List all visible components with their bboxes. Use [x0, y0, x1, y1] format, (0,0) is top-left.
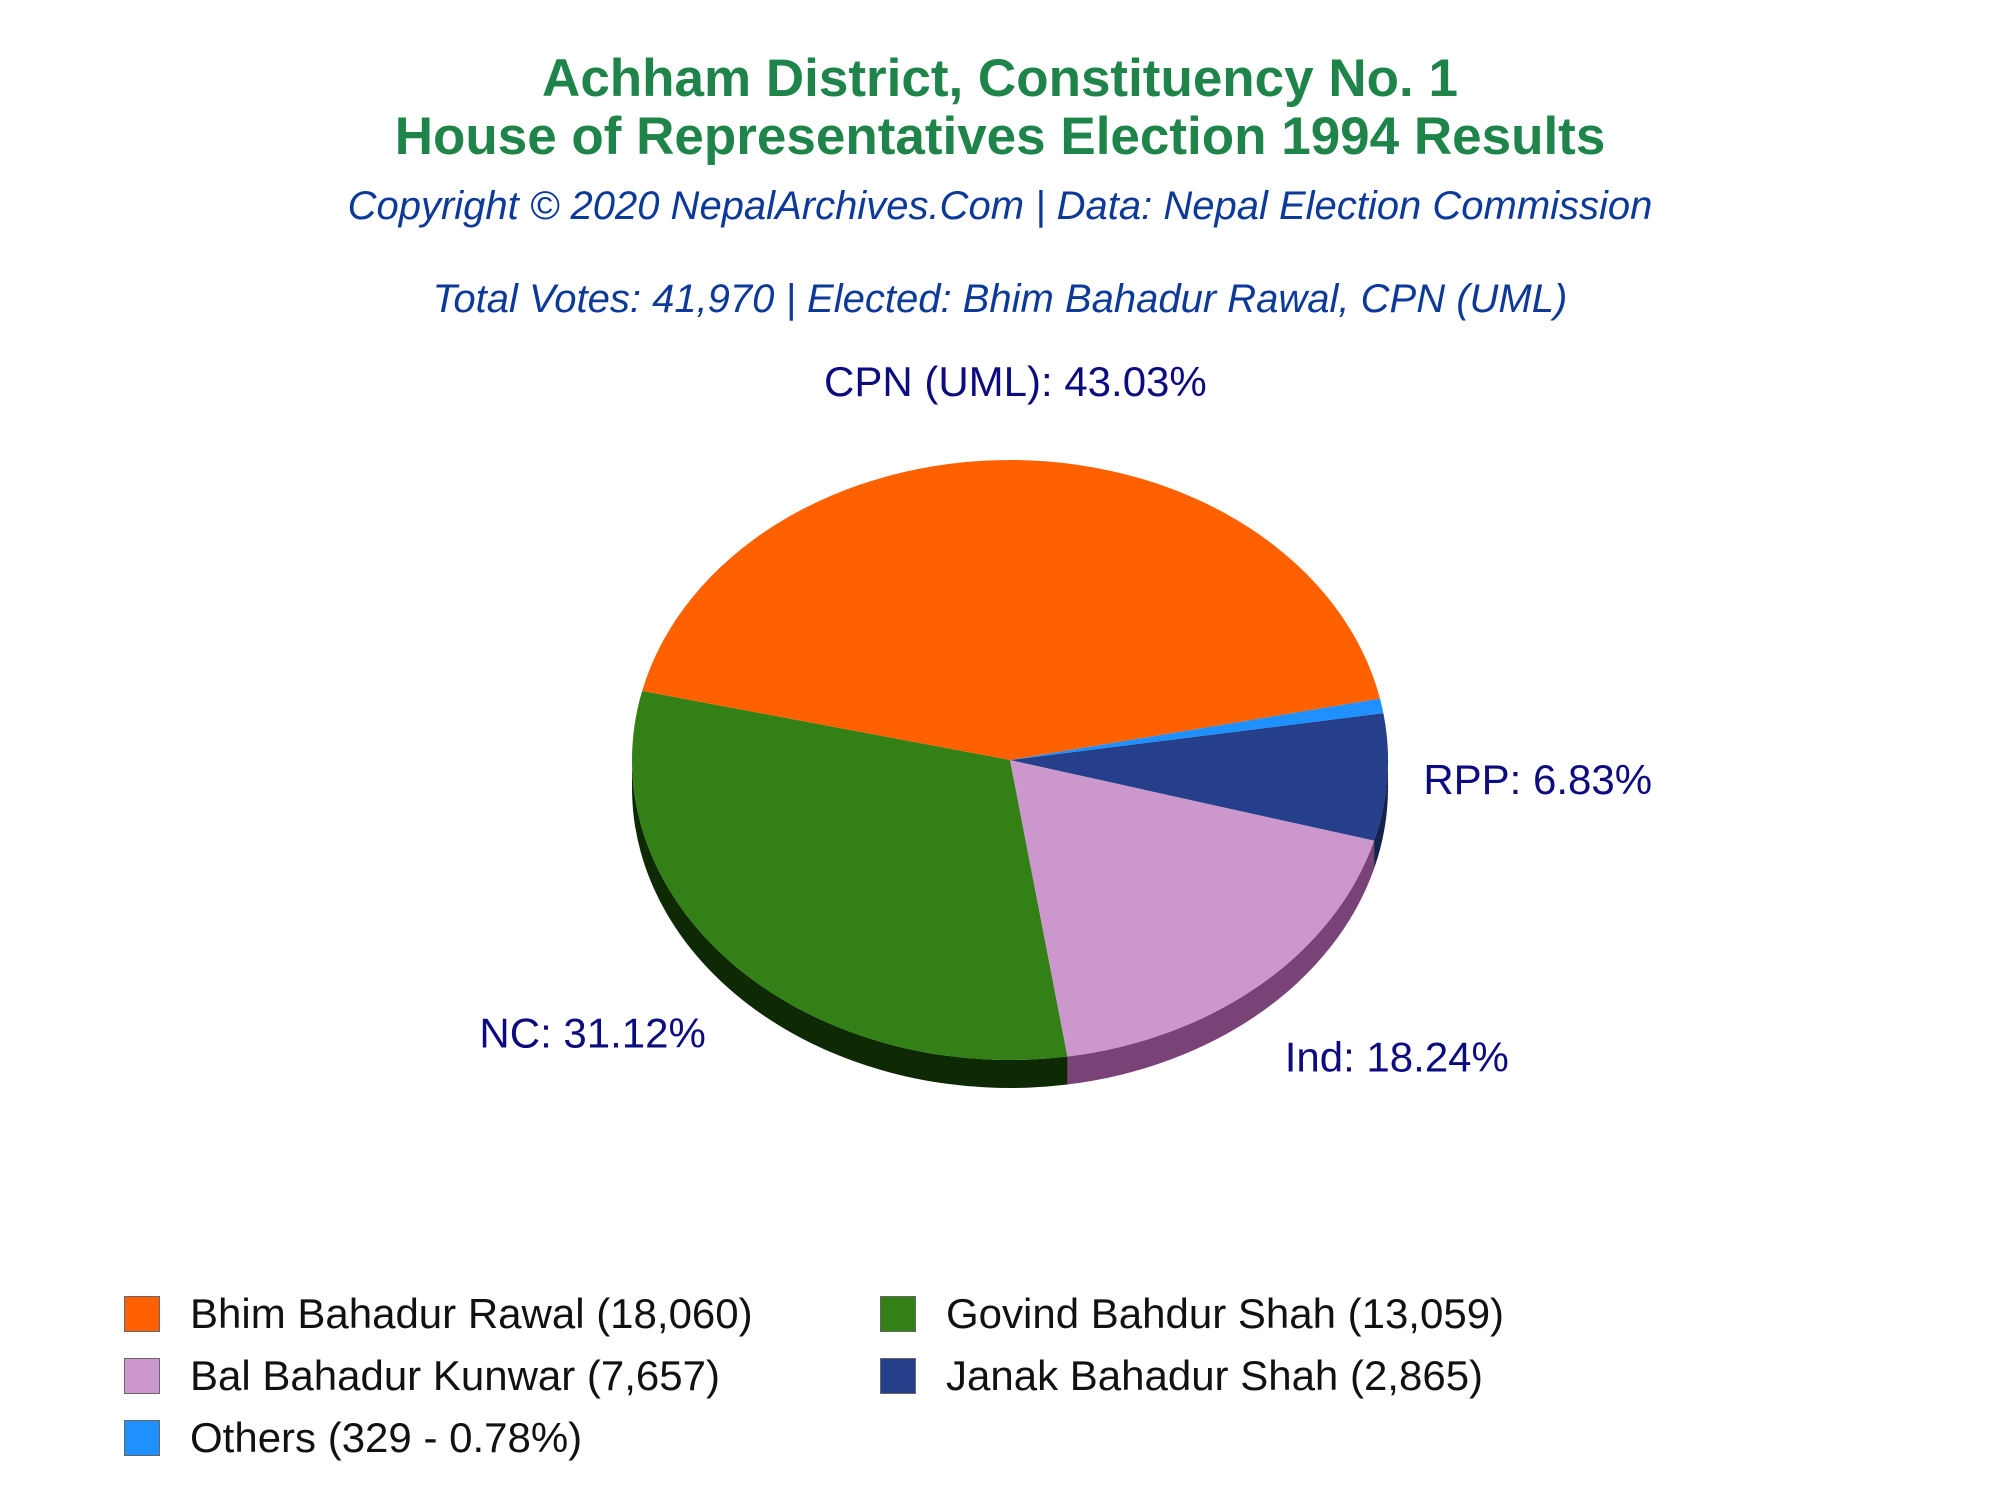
- pie-slice-others: [1010, 698, 1384, 760]
- legend-item: Janak Bahadur Shah (2,865): [880, 1352, 1483, 1400]
- legend-label: Bhim Bahadur Rawal (18,060): [190, 1290, 753, 1337]
- legend-swatch: [124, 1420, 160, 1456]
- pie-slice-nc: [631, 691, 1068, 1060]
- legend-item: Bal Bahadur Kunwar (7,657): [124, 1352, 720, 1400]
- pie-side-rpp: [1374, 760, 1388, 869]
- legend-swatch: [124, 1358, 160, 1394]
- slice-label-nc: NC: 31.12%: [479, 1009, 705, 1056]
- chart-subtitle: Copyright © 2020 NepalArchives.Com | Dat…: [347, 184, 1653, 228]
- chart-info-line: Total Votes: 41,970 | Elected: Bhim Baha…: [432, 277, 1568, 321]
- legend-label: Govind Bahdur Shah (13,059): [946, 1290, 1505, 1337]
- legend-swatch: [880, 1358, 916, 1394]
- legend-swatch: [124, 1296, 160, 1332]
- legend-swatch: [880, 1296, 916, 1332]
- legend-item: Bhim Bahadur Rawal (18,060): [124, 1290, 753, 1338]
- legend-item: Govind Bahdur Shah (13,059): [880, 1290, 1504, 1338]
- pie-slice-rpp: [1010, 713, 1389, 841]
- slice-label-ind: Ind: 18.24%: [1285, 1033, 1509, 1080]
- legend-item: Others (329 - 0.78%): [124, 1414, 582, 1462]
- slice-label-cpn-uml: CPN (UML): 43.03%: [824, 358, 1207, 405]
- pie-side-ind: [1067, 840, 1375, 1085]
- pie-side-walls: [632, 760, 1388, 1088]
- chart-title-line-2: House of Representatives Election 1994 R…: [394, 107, 1606, 166]
- pie-slice-ind: [1010, 760, 1375, 1057]
- legend-label: Janak Bahadur Shah (2,865): [946, 1352, 1484, 1399]
- pie-slices: [631, 460, 1389, 1060]
- chart-title: Achham District, Constituency No. 1: [542, 49, 1458, 108]
- legend-label: Others (329 - 0.78%): [190, 1414, 583, 1461]
- slice-label-rpp: RPP: 6.83%: [1423, 756, 1652, 803]
- slice-labels: CPN (UML): 43.03% NC: 31.12% Ind: 18.24% RP…: [479, 358, 1652, 1080]
- legend-label: Bal Bahadur Kunwar (7,657): [190, 1352, 720, 1399]
- pie-slice-cpn-uml: [642, 460, 1381, 760]
